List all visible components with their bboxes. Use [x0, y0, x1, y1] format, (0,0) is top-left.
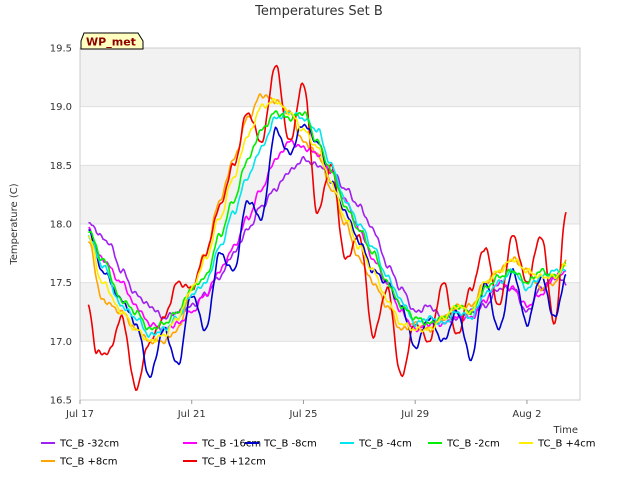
legend-label: TC_B -16cm	[201, 439, 261, 450]
series-line	[87, 110, 567, 338]
x-tick-label: Jul 29	[400, 409, 429, 420]
y-tick-label: 19.5	[50, 44, 72, 55]
grid-band	[80, 165, 580, 224]
grid-band	[80, 341, 580, 400]
legend-label: TC_B -32cm	[59, 439, 119, 450]
grid-bands	[80, 47, 580, 401]
legend-label: TC_B +8cm	[59, 457, 118, 468]
legend-label: TC_B -2cm	[446, 439, 500, 450]
y-tick-label: 17.0	[50, 337, 72, 348]
series-line	[87, 64, 567, 392]
legend-label: TC_B -4cm	[358, 439, 412, 450]
y-tick-label: 16.5	[50, 396, 72, 407]
legend-label: TC_B -8cm	[263, 439, 317, 450]
y-tick-label: 19.0	[50, 102, 72, 113]
x-tick-label: Aug 2	[512, 409, 541, 420]
series-lines	[87, 64, 567, 392]
grid-band	[80, 106, 580, 166]
chart-title: Temperatures Set B	[254, 4, 383, 19]
x-axis-ticks: Jul 17 Jul 21 Jul 25 Jul 29 Aug 2	[65, 400, 541, 420]
y-axis-ticks: 16.5 17.0 17.5 18.0 18.5 19.0 19.5	[50, 44, 72, 407]
x-tick-label: Jul 21	[177, 409, 206, 420]
x-axis-label: Time	[553, 425, 578, 436]
y-tick-label: 18.0	[50, 220, 72, 231]
series-line	[87, 98, 567, 343]
y-tick-label: 17.5	[50, 278, 72, 289]
grid-band	[80, 224, 580, 283]
legend-label: TC_B +4cm	[537, 439, 596, 450]
legend: TC_B -32cm TC_B +8cm TC_B -16cm TC_B +12cm T…	[41, 439, 596, 468]
plot-area-border	[79, 47, 581, 401]
badge-shape	[80, 32, 144, 50]
series-line	[88, 110, 567, 331]
wp-met-badge: WP_met	[80, 32, 144, 50]
grid-band	[80, 48, 580, 107]
badge-label: WP_met	[86, 36, 136, 49]
x-tick-label: Jul 25	[288, 409, 317, 420]
y-tick-label: 18.5	[50, 161, 72, 172]
legend-label: TC_B +12cm	[201, 457, 266, 468]
x-tick-label: Jul 17	[65, 409, 94, 420]
y-axis-label: Temperature (C)	[9, 183, 20, 265]
